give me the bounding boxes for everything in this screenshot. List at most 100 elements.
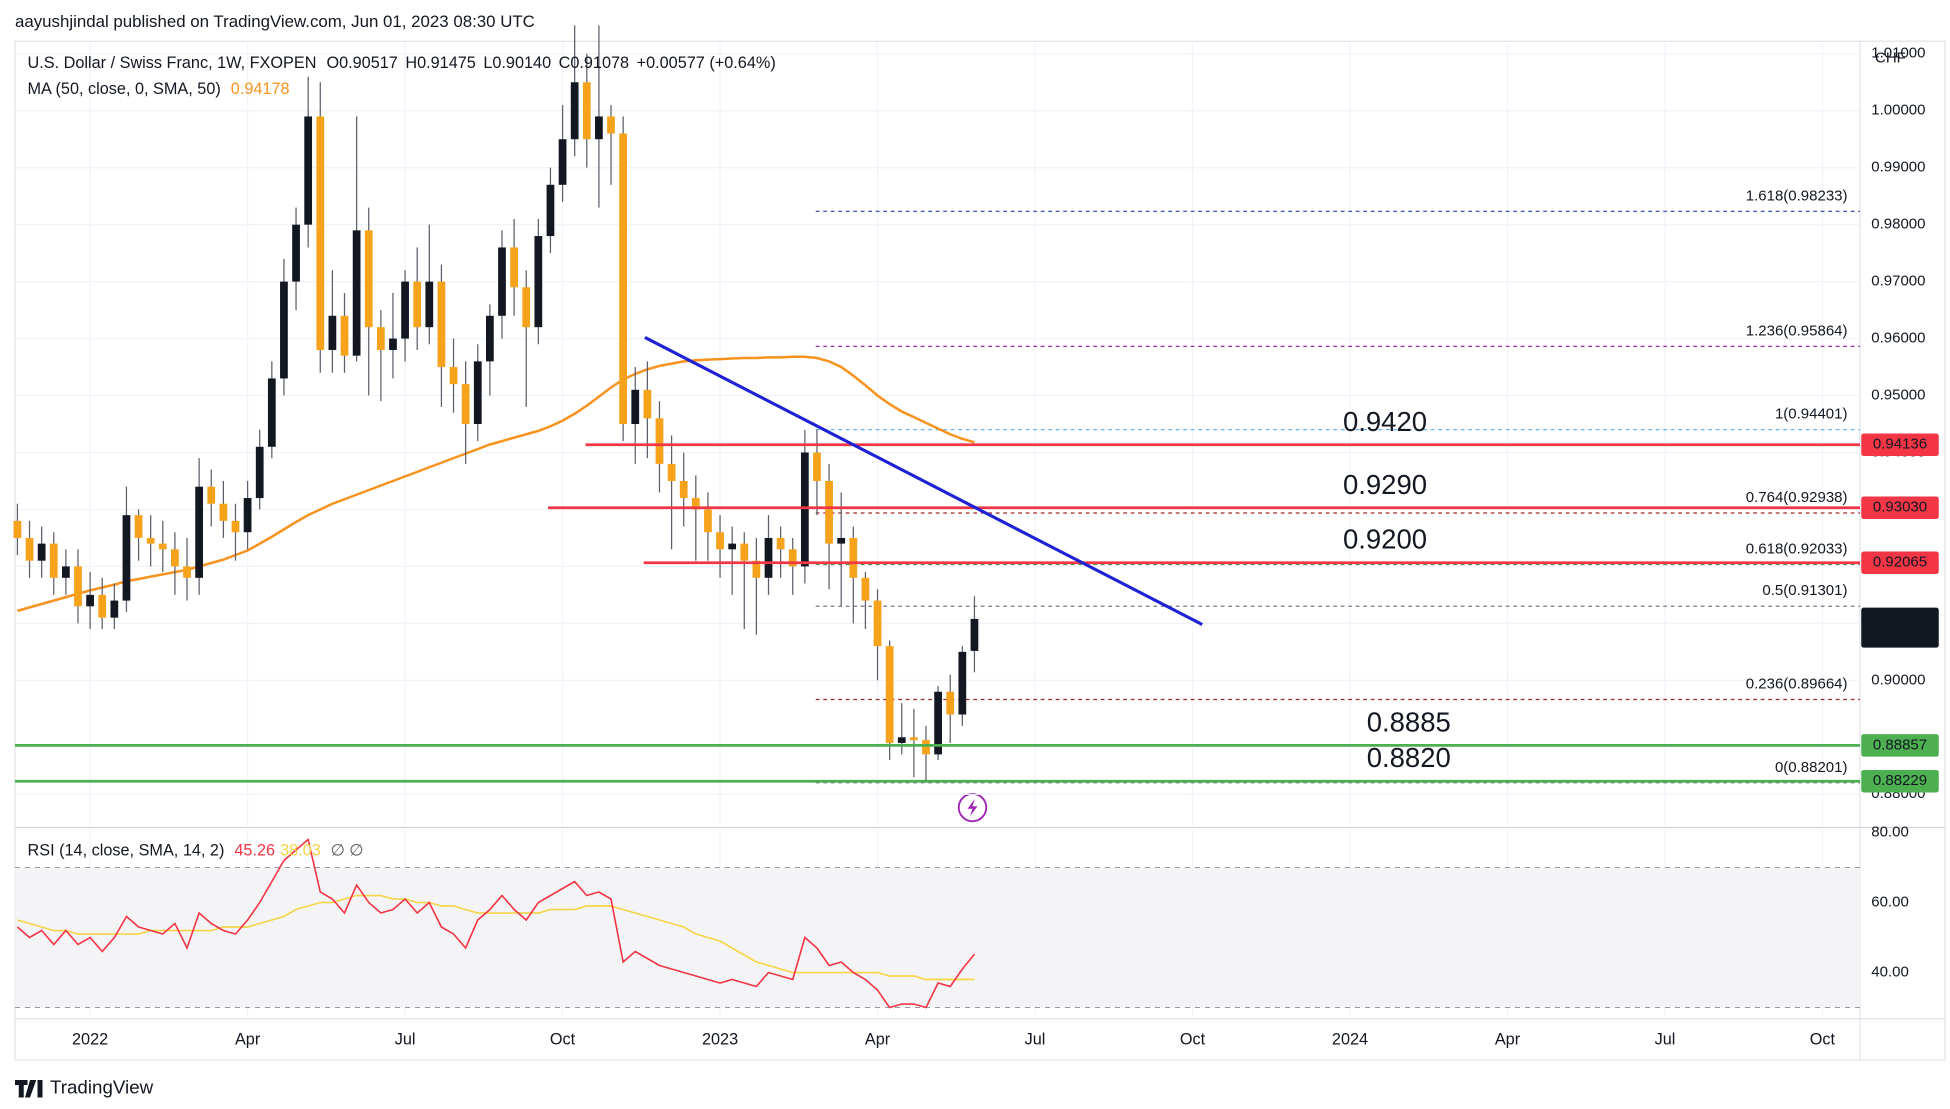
- level-price-label: 0.88857: [1873, 736, 1927, 753]
- candle-body: [13, 520, 22, 538]
- candle-body: [716, 532, 724, 550]
- candle-body: [389, 338, 397, 350]
- alert-icon: [957, 792, 988, 823]
- candle-body: [910, 737, 918, 741]
- candle-body: [570, 82, 579, 140]
- legend-item: ∅ ∅: [331, 842, 364, 860]
- candle-body: [776, 537, 785, 550]
- candle-body: [461, 384, 470, 425]
- trend-line: [644, 336, 1203, 626]
- level-price-label: 0.92065: [1873, 554, 1927, 571]
- candle-body: [425, 281, 434, 328]
- level-annotation: 0.8820: [1367, 742, 1451, 773]
- level-price-box: [1861, 551, 1939, 574]
- candle-body: [304, 116, 313, 225]
- candle-body: [595, 116, 603, 140]
- candle-body: [813, 452, 821, 481]
- candle-body: [643, 389, 652, 419]
- candle-body: [292, 224, 300, 282]
- x-tick-label: Oct: [1180, 1030, 1206, 1048]
- candle-body: [98, 594, 107, 618]
- candle-body: [510, 247, 518, 288]
- legend-row: MA (50, close, 0, SMA, 50) 0.94178: [28, 80, 290, 98]
- candle-body: [146, 537, 155, 544]
- candle-body: [922, 740, 930, 755]
- legend-item: H0.91475: [405, 54, 475, 72]
- candle-body: [546, 184, 555, 237]
- currency: CHF: [1875, 50, 1906, 67]
- level-annotation: 0.9290: [1343, 469, 1427, 500]
- rsi-tick-label: 40.00: [1871, 963, 1909, 980]
- y-tick-label: 0.96000: [1871, 330, 1925, 347]
- candle-body: [413, 281, 422, 328]
- current-price-box: [1861, 607, 1939, 648]
- legend-item: 0.94178: [231, 80, 290, 98]
- x-tick-label: 2022: [72, 1030, 108, 1048]
- candle-body: [316, 116, 325, 350]
- level-annotation: 0.9420: [1343, 406, 1427, 437]
- legend-item: L0.90140: [483, 54, 551, 72]
- rsi-band-fill: [15, 867, 1861, 1008]
- fib-label: 1(0.94401): [1775, 406, 1848, 423]
- candle-body: [280, 281, 288, 379]
- candle-body: [679, 480, 688, 499]
- y-tick-label: 0.98000: [1871, 216, 1925, 233]
- candle-body: [486, 315, 494, 362]
- candle-body: [861, 577, 870, 601]
- candle-body: [243, 498, 252, 533]
- candle-body: [667, 463, 676, 481]
- x-tick-label: Apr: [235, 1030, 261, 1048]
- legend-item: +0.00577 (+0.64%): [637, 54, 776, 72]
- y-tick-label: 0.90000: [1871, 671, 1925, 688]
- y-tick-label: 0.95000: [1871, 387, 1925, 404]
- candle-body: [255, 446, 264, 499]
- candle-body: [171, 549, 179, 567]
- publisher: aayushjindal published on TradingView.co…: [15, 12, 535, 31]
- countdown: 1d 13h: [1877, 629, 1923, 646]
- rsi-tick-label: 60.00: [1871, 893, 1909, 910]
- candle-body: [631, 389, 640, 425]
- candle-body: [340, 315, 349, 356]
- candle-body: [207, 486, 216, 504]
- candle-body: [401, 281, 409, 339]
- rsi-sma-line: [17, 894, 975, 981]
- candle-body: [558, 139, 567, 185]
- candle-body: [158, 543, 167, 550]
- y-tick-label: 0.99000: [1871, 159, 1925, 176]
- candle-body: [437, 281, 446, 368]
- x-tick-label: Oct: [1810, 1030, 1836, 1048]
- candle-body: [110, 600, 119, 618]
- candle-body: [607, 116, 615, 134]
- candle-body: [74, 566, 82, 607]
- level-annotation: 0.9200: [1343, 524, 1427, 555]
- x-tick-label: Jul: [1025, 1030, 1046, 1048]
- candle-body: [970, 618, 979, 651]
- legend-item: MA (50, close, 0, SMA, 50): [28, 80, 221, 98]
- fib-label: 1.618(0.98233): [1746, 187, 1848, 204]
- logo-mark: [15, 1080, 43, 1098]
- candle-body: [86, 594, 94, 607]
- y-tick-label: 0.97000: [1871, 273, 1925, 290]
- legend-item: O0.90517: [326, 54, 397, 72]
- candle-body: [800, 452, 809, 567]
- candle-body: [849, 537, 858, 578]
- level-price-box: [1861, 496, 1939, 519]
- candle-body: [655, 418, 664, 464]
- candle-body: [934, 691, 942, 755]
- candle-body: [582, 82, 591, 140]
- candle-body: [873, 600, 882, 647]
- current-price-label: 0.91078: [1873, 610, 1927, 627]
- candle-body: [691, 498, 700, 510]
- legend-item: U.S. Dollar / Swiss Franc, 1W, FXOPEN: [28, 54, 317, 72]
- level-annotation: 0.8885: [1367, 706, 1451, 737]
- candle-body: [788, 549, 797, 567]
- candle-body: [946, 691, 955, 715]
- legend-item: 45.26: [234, 842, 275, 860]
- candle-body: [183, 566, 191, 578]
- level-price-label: 0.88229: [1873, 772, 1927, 789]
- candle-body: [764, 537, 773, 578]
- y-tick-label: 1.00000: [1871, 102, 1925, 119]
- candle-body: [122, 515, 131, 601]
- candle-body: [704, 509, 712, 533]
